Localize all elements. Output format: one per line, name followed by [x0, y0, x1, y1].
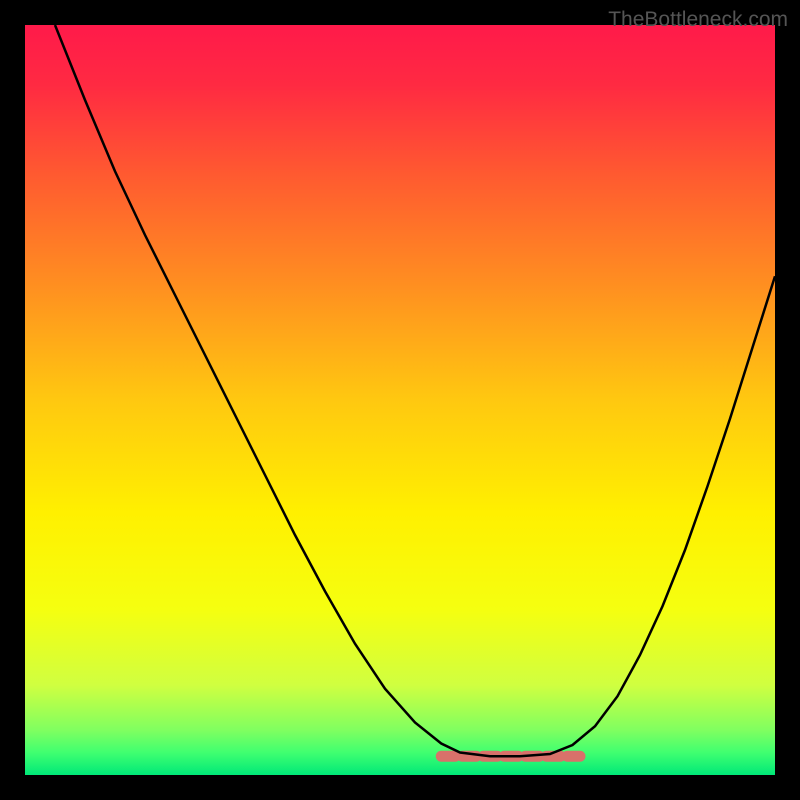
- main-curve: [55, 25, 775, 756]
- curve-layer: [25, 25, 775, 775]
- watermark-label: TheBottleneck.com: [608, 8, 788, 32]
- plot-area: [25, 25, 775, 775]
